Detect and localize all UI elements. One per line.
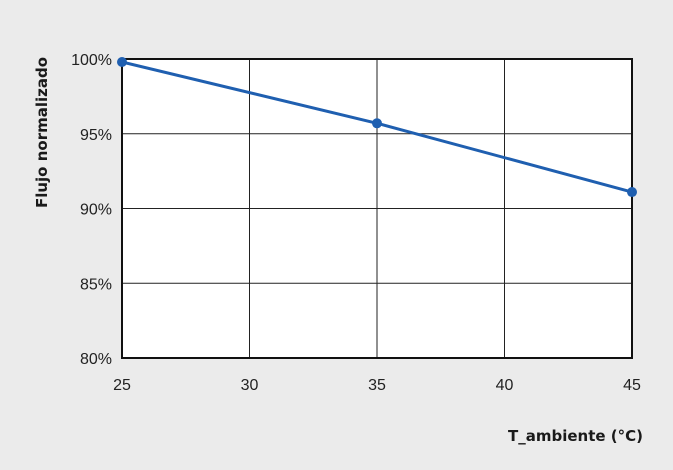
- x-axis-title: T_ambiente (°C): [508, 427, 643, 445]
- data-point: [117, 56, 127, 67]
- y-tick-label: 95%: [80, 127, 112, 144]
- x-tick-label: 40: [496, 377, 514, 394]
- x-axis-ticks: 25 30 35 40 45: [113, 377, 641, 394]
- x-tick-label: 30: [241, 377, 259, 394]
- y-axis-ticks: 80% 85% 90% 95% 100%: [71, 52, 112, 368]
- y-axis-title: Flujo normalizado: [33, 57, 51, 208]
- series-layer: [117, 56, 637, 198]
- x-tick-label: 45: [623, 377, 641, 394]
- x-tick-label: 25: [113, 377, 131, 394]
- data-point: [372, 118, 382, 129]
- grid-lines: [122, 59, 632, 358]
- data-point: [627, 187, 637, 198]
- y-tick-label: 100%: [71, 52, 112, 69]
- x-tick-label: 35: [368, 377, 386, 394]
- y-tick-label: 80%: [80, 351, 112, 368]
- y-tick-label: 85%: [80, 276, 112, 293]
- y-tick-label: 90%: [80, 202, 112, 219]
- plot-frame: [121, 58, 633, 359]
